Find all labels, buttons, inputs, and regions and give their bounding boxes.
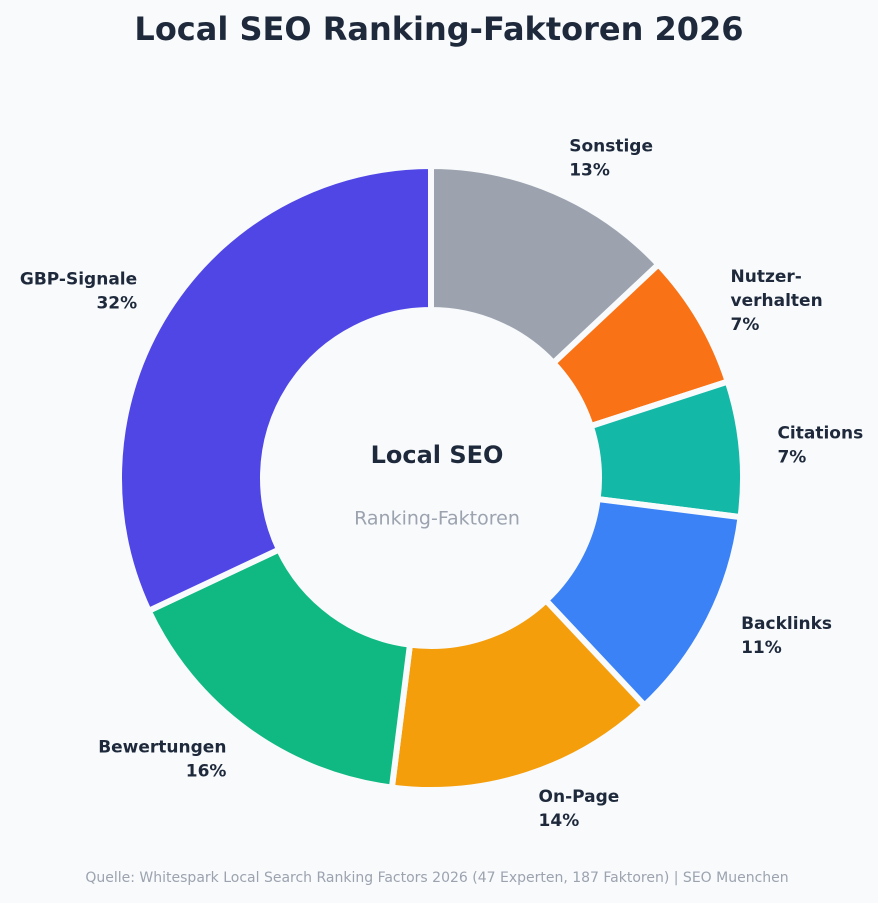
slice-label: Backlinks <box>741 614 832 634</box>
slice-label: Nutzer-verhalten <box>731 267 823 311</box>
chart-title: Local SEO Ranking-Faktoren 2026 <box>134 10 743 48</box>
value-label: 14% <box>539 811 580 831</box>
donut-slice <box>144 545 414 791</box>
slice-label: Citations <box>777 423 863 443</box>
center-title: Local SEO <box>371 441 504 469</box>
value-label: 32% <box>96 294 137 314</box>
center-subtitle: Ranking-Faktoren <box>354 508 520 530</box>
value-label: 7% <box>777 447 806 467</box>
source-note: Quelle: Whitespark Local Search Ranking … <box>85 870 788 886</box>
donut <box>116 162 746 793</box>
slice-label: Sonstige <box>569 137 653 157</box>
slice-label: Bewertungen <box>98 738 226 758</box>
value-label: 7% <box>731 315 760 335</box>
value-label: 13% <box>569 161 610 181</box>
value-label: 16% <box>186 762 227 782</box>
value-label: 11% <box>741 638 782 658</box>
donut-slice <box>116 162 434 615</box>
slice-label: On-Page <box>539 787 620 807</box>
donut-slice <box>388 596 649 793</box>
slice-label: GBP-Signale <box>20 270 137 290</box>
